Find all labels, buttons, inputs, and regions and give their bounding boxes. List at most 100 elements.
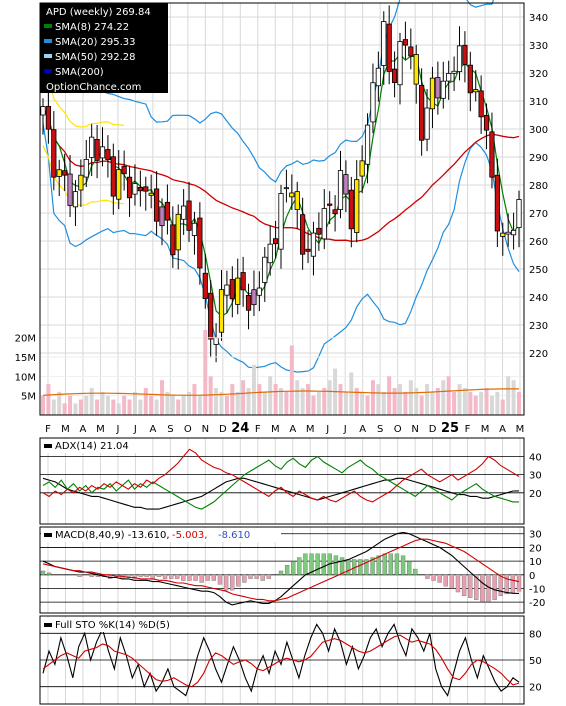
candle-body — [278, 193, 284, 250]
volume-bar — [506, 376, 511, 415]
candle-body — [327, 203, 333, 206]
volume-bar — [468, 391, 473, 415]
macd-histogram-bar — [89, 574, 94, 577]
x-tick-label: S — [167, 424, 173, 435]
x-tick-label: F — [45, 424, 51, 435]
volume-tick-label: 20M — [15, 334, 36, 345]
macd-histogram-bar — [431, 574, 436, 581]
macd-histogram-bar — [205, 574, 210, 581]
volume-bar — [262, 391, 267, 415]
adx-legend-swatch — [44, 444, 52, 448]
y-tick-label: 240 — [529, 293, 548, 304]
volume-bar — [41, 395, 45, 415]
volume-bar — [246, 387, 251, 415]
volume-bar — [105, 395, 110, 415]
legend-label: SMA(8) 274.22 — [55, 22, 129, 33]
candle-body — [45, 105, 52, 130]
volume-bar — [170, 395, 175, 415]
macd-histogram-bar — [132, 574, 137, 579]
candle-body — [354, 179, 360, 233]
macd-histogram-bar — [443, 574, 448, 587]
volume-bar — [224, 395, 229, 415]
candle-body — [170, 224, 176, 256]
x-tick-label: M — [61, 424, 70, 435]
x-tick-label: J — [343, 424, 347, 435]
candle-body — [473, 89, 479, 93]
macd-histogram-bar — [162, 574, 168, 579]
candle-body — [51, 129, 57, 178]
candle-body — [56, 169, 62, 177]
volume-bar — [197, 395, 202, 415]
candle-body — [191, 222, 198, 236]
macd-histogram-bar — [126, 574, 131, 577]
legend-label: APD (weekly) 269.84 — [46, 7, 151, 18]
legend-swatch — [44, 39, 52, 43]
volume-bar — [300, 387, 305, 415]
candle-body — [435, 77, 441, 99]
volume-bar — [208, 376, 213, 415]
candle-body — [62, 170, 68, 176]
volume-bar — [241, 380, 246, 415]
candle-body — [408, 46, 414, 57]
volume-tick-label: 15M — [15, 353, 36, 364]
volume-bar — [435, 387, 440, 415]
candle-body — [116, 169, 122, 200]
volume-tick-label: 10M — [15, 372, 36, 383]
macd-histogram-bar — [339, 557, 345, 575]
macd-histogram-bar — [504, 574, 509, 595]
volume-bar — [479, 391, 484, 415]
macd-histogram-bar — [461, 574, 467, 597]
candle-body — [467, 64, 473, 94]
candle-body — [429, 77, 436, 110]
volume-bar — [354, 387, 359, 415]
volume-bar — [360, 391, 365, 415]
candle-body — [391, 68, 398, 83]
macd-histogram-bar — [266, 574, 271, 579]
y-tick-label-macd: 10 — [529, 557, 542, 568]
volume-bar — [127, 399, 132, 415]
candle-body — [424, 107, 430, 140]
volume-bar — [425, 384, 430, 415]
y-tick-label-sto: 20 — [529, 683, 542, 694]
x-tick-label: O — [184, 424, 192, 435]
volume-bar — [68, 395, 73, 415]
macd-histogram-bar — [315, 553, 320, 575]
volume-bar — [230, 384, 235, 415]
candle-body — [245, 295, 252, 311]
candle-body — [218, 289, 225, 333]
volume-bar — [457, 384, 462, 415]
candle-body — [494, 174, 500, 232]
macd-histogram-bar — [242, 574, 247, 583]
candle-body — [462, 44, 468, 65]
candle-body — [213, 337, 219, 345]
legend-label: OptionChance.com — [46, 82, 141, 93]
y-tick-label: 320 — [529, 69, 548, 80]
y-tick-label: 270 — [529, 209, 548, 220]
volume-bar — [517, 391, 521, 415]
candle-body — [516, 199, 522, 228]
y-tick-label-macd: -10 — [529, 584, 545, 595]
macd-histogram-bar — [291, 561, 296, 575]
y-tick-label: 250 — [529, 265, 548, 276]
y-tick-label-macd: 30 — [529, 530, 542, 541]
candle-body — [500, 232, 506, 237]
x-tick-label: M — [271, 424, 280, 435]
y-tick-label-adx: 40 — [529, 453, 542, 464]
x-tick-label: A — [359, 424, 366, 435]
candle-body — [110, 156, 116, 197]
volume-bar — [392, 387, 397, 415]
macd-histogram-bar — [181, 574, 186, 581]
candle-body — [310, 232, 317, 257]
volume-bar — [370, 380, 375, 415]
sto-legend-label: Full STO %K(14) %D(5) — [55, 620, 170, 631]
candle-body — [224, 284, 230, 296]
macd-histogram-bar — [492, 574, 497, 600]
volume-bar — [322, 387, 327, 415]
x-tick-label: 25 — [441, 421, 459, 436]
y-tick-label: 290 — [529, 153, 548, 164]
macd-histogram-bar — [175, 574, 180, 579]
candle-body — [364, 124, 371, 165]
volume-bar — [403, 391, 408, 415]
candle-body — [397, 41, 403, 86]
